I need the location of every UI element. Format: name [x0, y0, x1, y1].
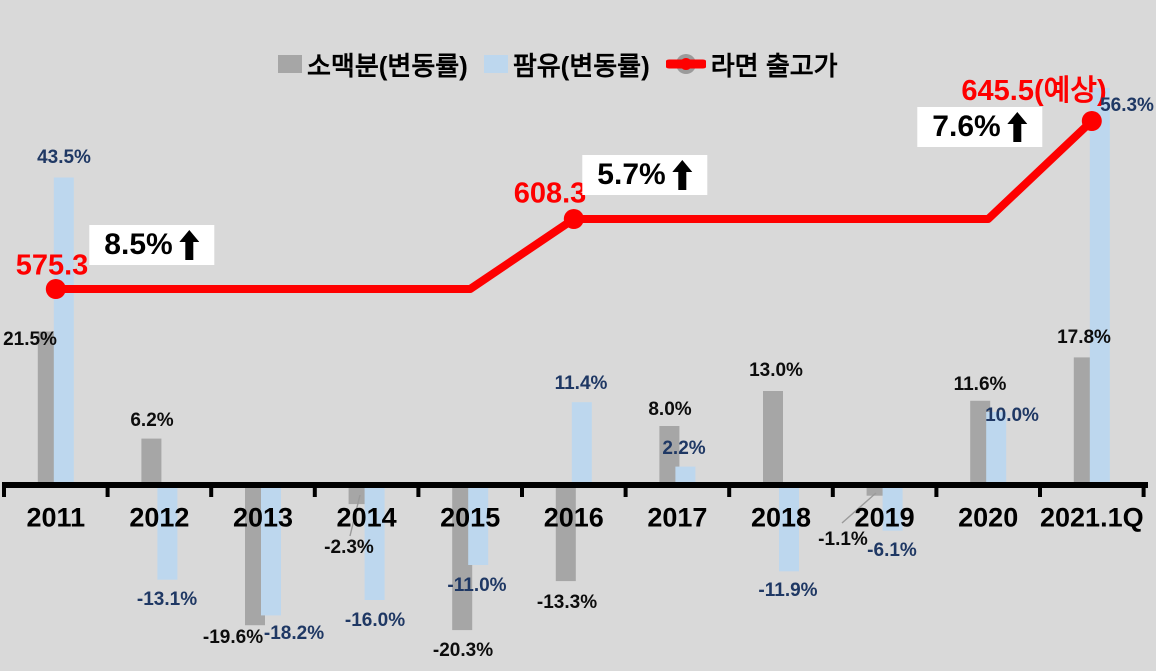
x-axis-tick: [416, 488, 421, 497]
price-increase-rate: 8.5%: [104, 228, 173, 261]
bar-palm-2018: [779, 488, 799, 572]
x-axis-tick: [520, 488, 524, 497]
x-axis-label-2012: 2012: [129, 502, 190, 533]
arrow-up-icon: [1007, 112, 1028, 142]
x-axis-label-2011: 2011: [26, 502, 86, 533]
label-palm-2014: -16.0%: [344, 610, 406, 631]
label-palm-2021.1Q: 56.3%: [1100, 95, 1154, 116]
x-axis-label-2016: 2016: [543, 502, 604, 533]
legend-label-palm-oil: 팜유(변동률): [512, 50, 650, 81]
label-palm-2018: -11.9%: [758, 580, 818, 601]
bar-palm-2015: [468, 488, 489, 565]
x-axis-tick: [1141, 488, 1146, 497]
label-wheat-2019: -1.1%: [818, 529, 868, 550]
bar-wheat-2020: [970, 400, 991, 482]
x-axis-tick: [312, 488, 317, 497]
label-wheat-2014: -2.3%: [324, 537, 374, 558]
bar-palm-2019: [882, 488, 903, 531]
x-axis-label-2013: 2013: [232, 502, 294, 533]
price-increase-annotation: 8.5%: [89, 225, 215, 265]
price-increase-rate: 5.7%: [597, 158, 666, 191]
label-wheat-2021.1Q: 17.8%: [1057, 327, 1111, 348]
bar-wheat-2011: [37, 331, 58, 482]
legend-item-wheat-flour: 소맥분(변동률): [278, 46, 468, 83]
price-increase-annotation: 7.6%: [917, 107, 1043, 147]
legend-label-wheat-flour: 소맥분(변동률): [307, 50, 468, 81]
label-wheat-2013: -19.6%: [202, 627, 264, 648]
legend: 소맥분(변동률) 팜유(변동률) 라면 출고가: [278, 46, 838, 82]
label-leader-line: [349, 494, 361, 537]
bar-palm-2020: [986, 412, 1007, 482]
bar-palm-2013: [261, 488, 281, 616]
bar-wheat-2013: [245, 488, 265, 626]
bar-wheat-2021.1Q: [1073, 357, 1094, 482]
label-palm-2017: 2.2%: [662, 438, 706, 459]
bar-wheat-2017: [659, 426, 680, 482]
x-axis-label-2015: 2015: [440, 502, 501, 533]
label-palm-2019: -6.1%: [867, 540, 917, 561]
legend-label-ramen-price: 라면 출고가: [710, 50, 838, 81]
label-wheat-2018: 13.0%: [749, 360, 803, 381]
x-axis-tick: [209, 488, 214, 497]
ramen-price-marker-2021.1Q: [1081, 111, 1102, 131]
label-leader-line: [841, 492, 877, 524]
ramen-price-label-2021.1Q: 645.5(예상): [961, 75, 1107, 107]
x-axis-label-2017: 2017: [647, 502, 708, 533]
x-axis-label-2018: 2018: [750, 502, 812, 533]
x-axis-tick: [2, 488, 6, 497]
bar-palm-2012: [157, 488, 178, 580]
bar-palm-2017: [675, 466, 696, 482]
label-wheat-2012: 6.2%: [130, 410, 174, 431]
x-axis-label-2019: 2019: [854, 502, 915, 533]
x-axis-tick: [105, 488, 110, 497]
price-increase-rate: 7.6%: [932, 110, 1001, 143]
x-axis-label-2014: 2014: [336, 502, 397, 533]
x-axis: [2, 482, 1148, 488]
arrow-up-icon: [672, 160, 693, 190]
label-palm-2012: -13.1%: [136, 589, 198, 610]
bar-wheat-2016: [555, 488, 576, 582]
label-palm-2016: 11.4%: [554, 373, 608, 394]
label-wheat-2011: 21.5%: [3, 329, 57, 350]
bar-palm-2021.1Q: [1089, 87, 1110, 483]
bar-wheat-2014: [348, 488, 369, 505]
bar-wheat-2019: [866, 488, 887, 496]
palm-oil-swatch-icon: [483, 55, 508, 73]
ramen-price-label-2011: 575.3: [15, 249, 89, 282]
label-wheat-2015: -20.3%: [432, 640, 494, 661]
label-palm-2011: 43.5%: [37, 147, 91, 168]
label-wheat-2020: 11.6%: [953, 374, 1007, 395]
line-marker-icon: [664, 52, 708, 76]
label-palm-2020: 10.0%: [985, 405, 1039, 426]
label-wheat-2016: -13.3%: [536, 592, 598, 613]
bar-palm-2014: [364, 488, 385, 600]
ramen-price-marker-2011: [45, 279, 66, 299]
x-axis-tick: [934, 488, 939, 497]
bar-palm-2011: [53, 177, 74, 482]
ramen-price-label-2016: 608.3: [513, 177, 587, 210]
wheat-flour-swatch-icon: [278, 55, 302, 73]
x-axis-tick: [1038, 488, 1042, 497]
label-wheat-2017: 8.0%: [648, 399, 692, 420]
arrow-up-icon: [179, 230, 200, 260]
x-axis-tick: [727, 488, 732, 497]
label-palm-2015: -11.0%: [447, 575, 507, 596]
price-increase-annotation: 5.7%: [582, 155, 708, 195]
legend-item-ramen-price: 라면 출고가: [664, 46, 838, 83]
x-axis-label-2021.1Q: 2021.1Q: [1040, 502, 1144, 533]
bar-wheat-2015: [452, 488, 473, 631]
x-axis-label-2020: 2020: [958, 502, 1019, 533]
bar-palm-2016: [571, 402, 592, 482]
ramen-price-marker-2016: [563, 209, 584, 229]
label-palm-2013: -18.2%: [263, 623, 325, 644]
x-axis-tick: [623, 488, 628, 497]
legend-item-palm-oil: 팜유(변동률): [483, 46, 650, 83]
bar-wheat-2018: [763, 391, 783, 482]
bar-wheat-2012: [141, 438, 162, 482]
x-axis-tick: [830, 488, 835, 497]
